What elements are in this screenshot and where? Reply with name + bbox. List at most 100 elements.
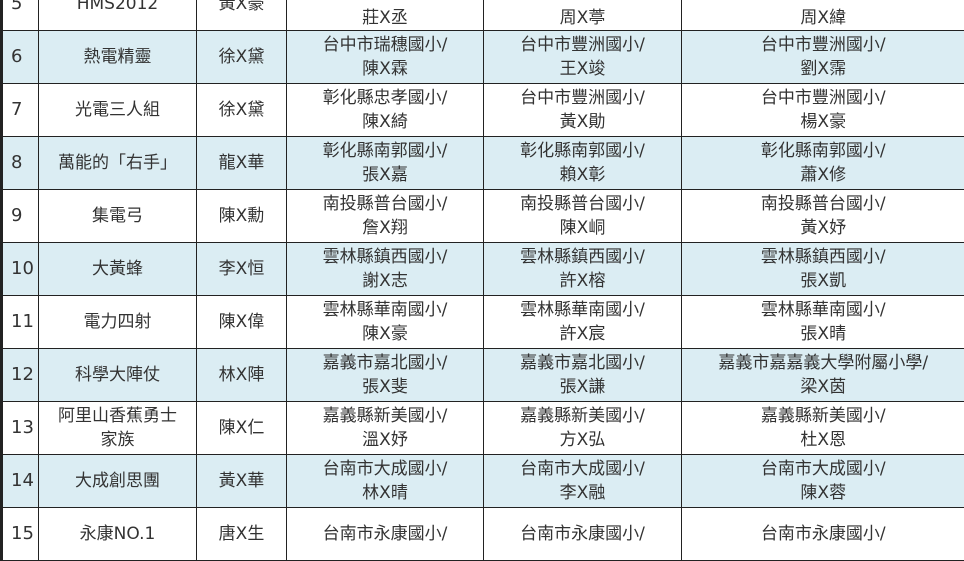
member-name: 李X融 — [484, 481, 681, 505]
team-number: 14 — [11, 469, 38, 493]
team-name-cell: 電力四射 — [39, 296, 197, 349]
team-number: 7 — [11, 98, 38, 122]
leader-cell: 林X陣 — [197, 349, 287, 402]
member-cell: 彰化縣南郭國小/賴X彰 — [484, 137, 682, 190]
member-cell: 台南市大成國小/李X融 — [484, 455, 682, 508]
team-number-cell: 9 — [2, 190, 39, 243]
member-name: 賴X彰 — [484, 163, 681, 187]
leader-cell: 徐X黛 — [197, 31, 287, 84]
member-cell: 台中市豐洲國小/楊X豪 — [682, 84, 964, 137]
member-name: 張X謙 — [484, 375, 681, 399]
member-cell: 南投縣普台國小/詹X翔 — [287, 190, 484, 243]
leader-name: 陳X仁 — [197, 416, 286, 440]
team-number: 5 — [11, 0, 38, 16]
member-name: 周X葶 — [484, 6, 681, 30]
member-cell: 雲林縣華南國小/陳X豪 — [287, 296, 484, 349]
leader-name: 林X陣 — [197, 363, 286, 387]
leader-name: 唐X生 — [197, 522, 286, 546]
leader-cell: 徐X黛 — [197, 84, 287, 137]
member-cell: 周X葶 — [484, 0, 682, 31]
team-name: 科學大陣仗 — [39, 363, 196, 387]
member-cell: 台南市大成國小/陳X蓉 — [682, 455, 964, 508]
member-cell: 台南市永康國小/ — [484, 508, 682, 561]
member-name: 陳X蓉 — [682, 481, 964, 505]
member-school: 雲林縣華南國小/ — [484, 298, 681, 322]
team-number-cell: 10 — [2, 243, 39, 296]
team-number: 6 — [11, 45, 38, 69]
team-name: 熱電精靈 — [39, 45, 196, 69]
team-number: 12 — [11, 363, 38, 387]
member-name: 劉X霈 — [682, 57, 964, 81]
team-number-cell: 7 — [2, 84, 39, 137]
leader-cell: 唐X生 — [197, 508, 287, 561]
member-name: 張X凱 — [682, 269, 964, 293]
team-number: 13 — [11, 416, 38, 440]
member-cell: 雲林縣鎮西國小/謝X志 — [287, 243, 484, 296]
team-name: 大黃蜂 — [39, 257, 196, 281]
member-name: 陳X霖 — [287, 57, 483, 81]
member-school: 嘉義縣新美國小/ — [484, 404, 681, 428]
member-name: 黃X妤 — [682, 216, 964, 240]
member-cell: 嘉義市嘉北國小/張X斐 — [287, 349, 484, 402]
member-name: 林X晴 — [287, 481, 483, 505]
leader-cell: 黃X華 — [197, 455, 287, 508]
member-cell: 雲林縣鎮西國小/張X凱 — [682, 243, 964, 296]
member-school: 台中市豐洲國小/ — [484, 86, 681, 110]
member-school: 嘉義市嘉北國小/ — [287, 351, 483, 375]
leader-name: 黃X華 — [197, 469, 286, 493]
leader-cell: 黃X豪 — [197, 0, 287, 31]
team-name-cell: 大黃蜂 — [39, 243, 197, 296]
member-school: 嘉義市嘉北國小/ — [484, 351, 681, 375]
member-school: 彰化縣忠孝國小/ — [287, 86, 483, 110]
member-school: 雲林縣鎮西國小/ — [682, 245, 964, 269]
team-number-cell: 12 — [2, 349, 39, 402]
team-name-cell: 科學大陣仗 — [39, 349, 197, 402]
member-cell: 南投縣普台國小/陳X峒 — [484, 190, 682, 243]
member-name: 黃X勛 — [484, 110, 681, 134]
member-cell: 雲林縣鎮西國小/許X榕 — [484, 243, 682, 296]
member-name: 楊X豪 — [682, 110, 964, 134]
team-number-cell: 6 — [2, 31, 39, 84]
team-name: 電力四射 — [39, 310, 196, 334]
member-cell: 周X緯 — [682, 0, 964, 31]
member-school: 台南市永康國小/ — [287, 522, 483, 546]
leader-cell: 陳X勳 — [197, 190, 287, 243]
member-school: 彰化縣南郭國小/ — [287, 139, 483, 163]
member-school: 南投縣普台國小/ — [682, 192, 964, 216]
member-school: 雲林縣鎮西國小/ — [484, 245, 681, 269]
team-number-cell: 5 — [2, 0, 39, 31]
leader-name: 李X恒 — [197, 257, 286, 281]
member-cell: 南投縣普台國小/黃X妤 — [682, 190, 964, 243]
team-name: 永康NO.1 — [39, 522, 196, 546]
member-name: 張X斐 — [287, 375, 483, 399]
member-school: 彰化縣南郭國小/ — [484, 139, 681, 163]
member-cell: 台南市大成國小/林X晴 — [287, 455, 484, 508]
team-name: 萬能的「右手」 — [39, 151, 196, 175]
member-cell: 嘉義縣新美國小/杜X恩 — [682, 402, 964, 455]
team-name-cell: HMS2012 — [39, 0, 197, 31]
team-name: 阿里山香蕉勇士 — [39, 404, 196, 428]
member-school: 雲林縣鎮西國小/ — [287, 245, 483, 269]
member-name: 梁X茵 — [682, 375, 964, 399]
team-name-cell: 永康NO.1 — [39, 508, 197, 561]
member-school: 彰化縣南郭國小/ — [682, 139, 964, 163]
member-school: 嘉義市嘉嘉義大學附屬小學/ — [682, 351, 964, 375]
leader-cell: 陳X偉 — [197, 296, 287, 349]
member-cell: 彰化縣忠孝國小/陳X綺 — [287, 84, 484, 137]
member-school: 嘉義縣新美國小/ — [287, 404, 483, 428]
team-name-cell: 熱電精靈 — [39, 31, 197, 84]
team-name-cell: 光電三人組 — [39, 84, 197, 137]
team-number-cell: 11 — [2, 296, 39, 349]
member-name: 許X宸 — [484, 322, 681, 346]
member-cell: 莊X丞 — [287, 0, 484, 31]
team-number: 11 — [11, 310, 38, 334]
member-school: 台中市瑞穗國小/ — [287, 33, 483, 57]
